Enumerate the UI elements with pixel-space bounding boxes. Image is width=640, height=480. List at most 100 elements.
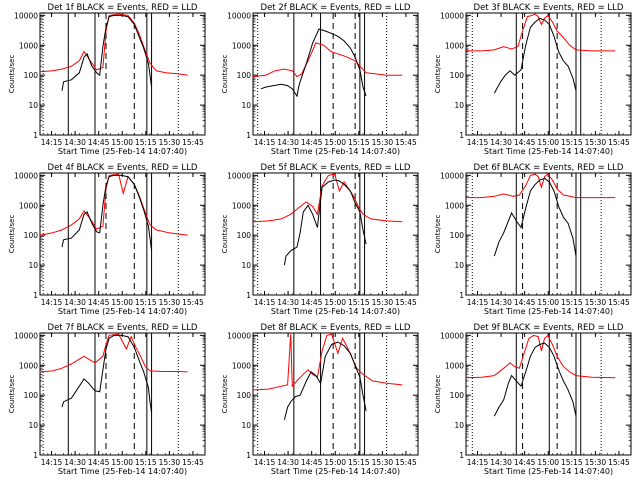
panel-plot-svg: Det 5f BLACK = Events, RED = LLD 1 10 100 10… bbox=[221, 163, 419, 316]
y-tick-label: 1 bbox=[33, 451, 38, 460]
x-tick-label: 15:15 bbox=[135, 298, 157, 307]
y-tick-label: 100 bbox=[450, 71, 465, 80]
x-tick-label: 14:30 bbox=[64, 298, 86, 307]
y-tick-label: 10 bbox=[241, 261, 251, 270]
x-tick-label: 15:30 bbox=[585, 138, 607, 147]
plot-frame bbox=[465, 172, 632, 296]
x-axis-label: Start Time (25-Feb-14 14:07:40) bbox=[271, 147, 400, 156]
detector-panel-8: Det 8f BLACK = Events, RED = LLD 1 10 100 10… bbox=[213, 320, 426, 480]
y-tick-label: 10 bbox=[28, 261, 38, 270]
y-tick-label: 1 bbox=[459, 291, 464, 300]
x-axis-label: Start Time (25-Feb-14 14:07:40) bbox=[271, 467, 400, 476]
y-tick-label: 10000 bbox=[440, 171, 464, 180]
panel-title: Det 9f BLACK = Events, RED = LLD bbox=[474, 323, 624, 333]
x-tick-label: 15:00 bbox=[324, 458, 346, 467]
panel-plot-svg: Det 3f BLACK = Events, RED = LLD 1 10 100 10… bbox=[434, 3, 632, 156]
y-tick-label: 1 bbox=[246, 291, 251, 300]
lld-series-line bbox=[253, 42, 403, 78]
lld-series-line bbox=[253, 173, 403, 223]
y-axis-label: Counts/sec bbox=[8, 375, 16, 414]
y-tick-label: 1000 bbox=[19, 41, 38, 50]
y-tick-label: 10000 bbox=[440, 11, 464, 20]
y-axis-label: Counts/sec bbox=[434, 215, 442, 254]
y-tick-label: 10 bbox=[454, 101, 464, 110]
events-series-line bbox=[493, 342, 577, 417]
x-tick-label: 15:15 bbox=[561, 458, 583, 467]
x-tick-label: 15:30 bbox=[159, 138, 181, 147]
x-tick-label: 15:15 bbox=[348, 458, 370, 467]
x-tick-label: 14:15 bbox=[467, 458, 489, 467]
x-axis-label: Start Time (25-Feb-14 14:07:40) bbox=[58, 147, 187, 156]
events-series-line bbox=[493, 17, 577, 94]
x-tick-label: 14:30 bbox=[277, 138, 299, 147]
lld-series-line bbox=[40, 333, 188, 373]
y-tick-label: 10 bbox=[454, 421, 464, 430]
y-tick-label: 100 bbox=[450, 391, 465, 400]
y-tick-label: 10 bbox=[28, 101, 38, 110]
lld-series-line bbox=[40, 13, 188, 76]
y-tick-label: 1000 bbox=[445, 361, 464, 370]
x-tick-label: 14:45 bbox=[514, 138, 536, 147]
x-tick-label: 15:30 bbox=[159, 298, 181, 307]
x-tick-label: 14:15 bbox=[41, 138, 63, 147]
lld-series-line bbox=[40, 173, 188, 236]
detector-panel-3: Det 3f BLACK = Events, RED = LLD 1 10 100 10… bbox=[426, 0, 639, 160]
x-tick-label: 14:15 bbox=[254, 298, 276, 307]
y-axis-label: Counts/sec bbox=[8, 55, 16, 94]
x-tick-label: 15:45 bbox=[395, 458, 417, 467]
detector-panel-4: Det 4f BLACK = Events, RED = LLD 1 10 100 10… bbox=[0, 160, 213, 320]
panel-title: Det 1f BLACK = Events, RED = LLD bbox=[48, 3, 198, 13]
detector-panel-5: Det 5f BLACK = Events, RED = LLD 1 10 100 10… bbox=[213, 160, 426, 320]
y-tick-label: 10000 bbox=[227, 11, 251, 20]
x-tick-label: 14:30 bbox=[490, 138, 512, 147]
x-tick-label: 15:00 bbox=[111, 298, 133, 307]
x-tick-label: 15:00 bbox=[111, 138, 133, 147]
x-tick-label: 14:30 bbox=[64, 458, 86, 467]
x-tick-label: 14:45 bbox=[514, 298, 536, 307]
x-tick-label: 14:15 bbox=[41, 298, 63, 307]
panel-plot-svg: Det 4f BLACK = Events, RED = LLD 1 10 100 10… bbox=[8, 163, 206, 316]
x-tick-label: 15:30 bbox=[372, 458, 394, 467]
panel-plot-svg: Det 2f BLACK = Events, RED = LLD 1 10 100 10… bbox=[221, 3, 419, 156]
y-tick-label: 10000 bbox=[227, 331, 251, 340]
x-axis-label: Start Time (25-Feb-14 14:07:40) bbox=[58, 467, 187, 476]
y-tick-label: 100 bbox=[237, 71, 252, 80]
panel-title: Det 7f BLACK = Events, RED = LLD bbox=[48, 323, 198, 333]
panel-plot-svg: Det 7f BLACK = Events, RED = LLD 1 10 100 10… bbox=[8, 323, 206, 476]
y-tick-label: 10 bbox=[241, 421, 251, 430]
plot-frame bbox=[252, 172, 419, 296]
detector-panel-6: Det 6f BLACK = Events, RED = LLD 1 10 100 10… bbox=[426, 160, 639, 320]
panel-title: Det 2f BLACK = Events, RED = LLD bbox=[261, 3, 411, 13]
x-tick-label: 14:45 bbox=[301, 138, 323, 147]
y-tick-label: 1000 bbox=[232, 361, 251, 370]
y-axis-label: Counts/sec bbox=[221, 375, 229, 414]
x-tick-label: 15:00 bbox=[324, 138, 346, 147]
y-tick-label: 1000 bbox=[445, 41, 464, 50]
x-tick-label: 15:30 bbox=[372, 298, 394, 307]
x-tick-label: 15:00 bbox=[111, 458, 133, 467]
x-tick-label: 15:30 bbox=[159, 458, 181, 467]
y-tick-label: 1000 bbox=[232, 201, 251, 210]
y-tick-label: 10000 bbox=[14, 331, 38, 340]
x-tick-label: 15:15 bbox=[348, 298, 370, 307]
x-axis-label: Start Time (25-Feb-14 14:07:40) bbox=[58, 307, 187, 316]
panel-title: Det 8f BLACK = Events, RED = LLD bbox=[261, 323, 411, 333]
y-tick-label: 1000 bbox=[445, 201, 464, 210]
x-tick-label: 15:15 bbox=[348, 138, 370, 147]
x-tick-label: 14:45 bbox=[301, 458, 323, 467]
x-tick-label: 14:45 bbox=[301, 298, 323, 307]
plot-frame bbox=[252, 332, 419, 456]
x-tick-label: 14:15 bbox=[467, 298, 489, 307]
lld-series-line bbox=[253, 333, 403, 391]
x-tick-label: 14:30 bbox=[277, 298, 299, 307]
y-tick-label: 10000 bbox=[440, 331, 464, 340]
events-series-line bbox=[283, 179, 367, 266]
y-tick-label: 100 bbox=[24, 231, 39, 240]
x-tick-label: 15:30 bbox=[585, 458, 607, 467]
x-tick-label: 15:00 bbox=[537, 298, 559, 307]
x-tick-label: 14:45 bbox=[88, 298, 110, 307]
x-axis-label: Start Time (25-Feb-14 14:07:40) bbox=[484, 307, 613, 316]
events-series-line bbox=[493, 177, 577, 257]
y-tick-label: 1 bbox=[246, 131, 251, 140]
